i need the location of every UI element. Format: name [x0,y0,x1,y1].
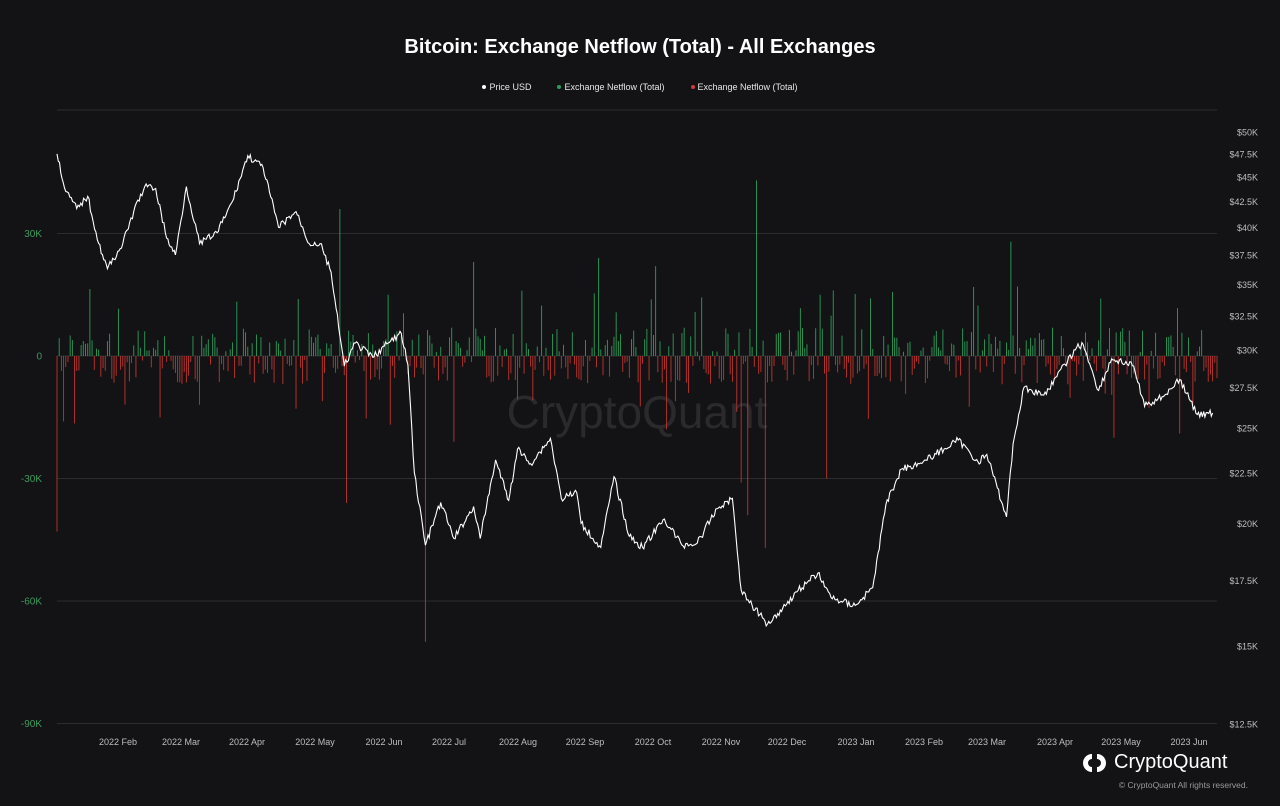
svg-text:$45K: $45K [1237,172,1258,182]
netflow-bars [56,180,1218,642]
svg-text:-60K: -60K [21,597,42,608]
svg-text:2022 Mar: 2022 Mar [162,737,200,747]
svg-text:$47.5K: $47.5K [1229,149,1258,159]
svg-text:$12.5K: $12.5K [1229,720,1258,730]
legend-item-netflow-negative[interactable]: Exchange Netflow (Total) [690,82,798,92]
svg-text:2023 Feb: 2023 Feb [905,737,943,747]
price-line [56,152,1214,628]
svg-text:2023 Jun: 2023 Jun [1170,737,1207,747]
svg-text:2022 Jul: 2022 Jul [432,737,466,747]
svg-text:2022 Sep: 2022 Sep [566,737,605,747]
svg-text:2023 Jan: 2023 Jan [837,737,874,747]
green-dot-icon [557,85,562,89]
red-dot-icon [690,85,695,89]
svg-text:2022 Apr: 2022 Apr [229,737,265,747]
watermark: CryptoQuant [507,386,768,438]
svg-text:2022 Jun: 2022 Jun [365,737,402,747]
svg-text:$25K: $25K [1237,424,1258,434]
price-dot-icon [482,85,487,89]
legend: Price USD Exchange Netflow (Total) Excha… [0,82,1280,92]
legend-label-price: Price USD [489,82,532,92]
svg-text:2022 May: 2022 May [295,737,335,747]
svg-text:$35K: $35K [1237,280,1258,290]
svg-text:-30K: -30K [21,474,42,485]
svg-text:2022 Feb: 2022 Feb [99,737,137,747]
legend-label-netflow-positive: Exchange Netflow (Total) [564,82,665,92]
svg-text:30K: 30K [24,229,42,240]
svg-text:$15K: $15K [1237,642,1258,652]
svg-text:2022 Aug: 2022 Aug [499,737,537,747]
svg-text:2022 Oct: 2022 Oct [635,737,672,747]
chart-title: Bitcoin: Exchange Netflow (Total) - All … [404,36,876,58]
legend-item-netflow-positive[interactable]: Exchange Netflow (Total) [557,82,665,92]
svg-text:2023 May: 2023 May [1101,737,1141,747]
svg-text:$22.5K: $22.5K [1229,468,1258,478]
svg-text:$17.5K: $17.5K [1229,576,1258,586]
svg-text:0: 0 [36,352,42,363]
svg-text:$20K: $20K [1237,519,1258,529]
svg-text:2023 Apr: 2023 Apr [1037,737,1073,747]
copyright: © CryptoQuant All rights reserved. [1118,780,1248,790]
right-axis: $50K $47.5K $45K $42.5K $40K $37.5K $35K $32.5K… [1229,128,1258,730]
svg-text:$32.5K: $32.5K [1229,311,1258,321]
svg-text:$42.5K: $42.5K [1229,197,1258,207]
svg-text:$30K: $30K [1237,346,1258,356]
svg-text:2022 Dec: 2022 Dec [768,737,807,747]
legend-item-price[interactable]: Price USD [482,82,531,92]
cryptoquant-logo[interactable]: CryptoQuant [1082,751,1227,774]
svg-text:$50K: $50K [1237,128,1258,138]
left-axis: 30K 0 -30K -60K -90K [21,229,43,730]
cryptoquant-logo-icon [1083,753,1106,772]
svg-text:2022 Nov: 2022 Nov [702,737,741,747]
svg-text:$27.5K: $27.5K [1229,383,1258,393]
svg-text:2023 Mar: 2023 Mar [968,737,1006,747]
svg-text:$37.5K: $37.5K [1229,250,1258,260]
svg-text:-90K: -90K [21,719,42,730]
x-axis: 2022 Feb 2022 Mar 2022 Apr 2022 May 2022 Jun… [99,737,1208,747]
brand-name: CryptoQuant [1114,751,1228,773]
legend-label-netflow-negative: Exchange Netflow (Total) [697,82,798,92]
svg-text:$40K: $40K [1237,223,1258,233]
